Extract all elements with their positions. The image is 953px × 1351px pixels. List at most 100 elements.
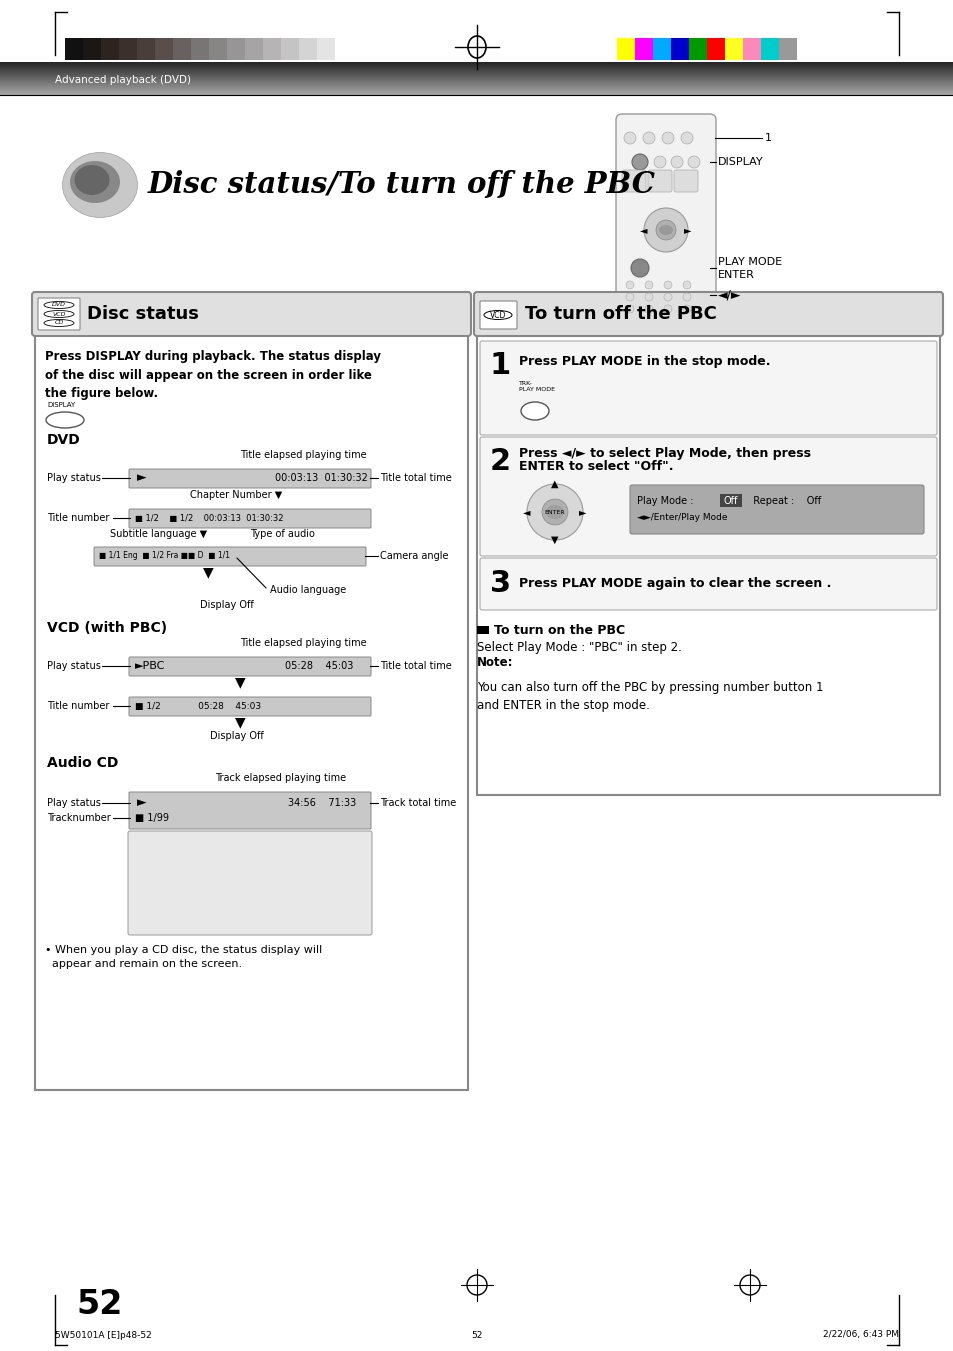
Text: ▼: ▼ (234, 676, 245, 689)
Ellipse shape (70, 161, 120, 203)
Bar (263, 38, 281, 59)
Text: ◄/►: ◄/► (718, 289, 740, 301)
Text: PLAY MODE: PLAY MODE (718, 257, 781, 267)
Circle shape (541, 499, 567, 526)
Bar (227, 38, 245, 59)
Text: Play status: Play status (47, 473, 101, 484)
Text: ■ 1/1 Eng  ■ 1/2 Fra ■■ D  ■ 1/1: ■ 1/1 Eng ■ 1/2 Fra ■■ D ■ 1/1 (99, 551, 230, 561)
Ellipse shape (63, 153, 137, 218)
Text: ►PBC: ►PBC (135, 661, 165, 671)
Bar (209, 38, 227, 59)
Bar (191, 38, 209, 59)
Text: Track elapsed playing time: Track elapsed playing time (214, 773, 346, 784)
Text: Audio CD: Audio CD (47, 757, 118, 770)
Text: 52: 52 (77, 1289, 123, 1321)
Bar (101, 38, 119, 59)
Text: To turn off the PBC: To turn off the PBC (524, 305, 716, 323)
Text: Subtitle language ▼: Subtitle language ▼ (110, 530, 207, 539)
FancyBboxPatch shape (128, 831, 372, 935)
Bar (688, 38, 706, 59)
Text: ▲: ▲ (551, 480, 558, 489)
Text: Title total time: Title total time (379, 473, 452, 484)
Text: ▼: ▼ (551, 535, 558, 544)
FancyBboxPatch shape (616, 113, 716, 322)
Bar (316, 38, 335, 59)
FancyBboxPatch shape (647, 170, 671, 192)
Bar (298, 38, 316, 59)
Circle shape (663, 281, 671, 289)
Text: ▼: ▼ (203, 565, 213, 580)
Text: VCD: VCD (489, 311, 506, 319)
Circle shape (682, 293, 690, 301)
Circle shape (625, 293, 634, 301)
Text: Play Mode :: Play Mode : (637, 496, 699, 507)
Text: DVD: DVD (52, 303, 66, 308)
Text: Audio language: Audio language (270, 585, 346, 594)
Text: Repeat :    Off: Repeat : Off (746, 496, 821, 507)
Circle shape (687, 155, 700, 168)
Bar (119, 38, 137, 59)
Circle shape (654, 155, 665, 168)
Text: Press PLAY MODE in the stop mode.: Press PLAY MODE in the stop mode. (518, 354, 770, 367)
FancyBboxPatch shape (129, 509, 371, 528)
Circle shape (625, 305, 634, 313)
Text: 05:28    45:03: 05:28 45:03 (285, 661, 353, 671)
Circle shape (631, 154, 647, 170)
Text: TRK-
PLAY MODE: TRK- PLAY MODE (518, 381, 555, 392)
Text: 5W50101A [E]p48-52: 5W50101A [E]p48-52 (55, 1331, 152, 1339)
Bar (652, 38, 670, 59)
Circle shape (644, 281, 652, 289)
Ellipse shape (46, 412, 84, 428)
Text: ◄►/Enter/Play Mode: ◄►/Enter/Play Mode (637, 513, 727, 523)
Text: Select Play Mode : "PBC" in step 2.: Select Play Mode : "PBC" in step 2. (476, 642, 681, 654)
Text: Camera angle: Camera angle (379, 551, 448, 561)
FancyBboxPatch shape (479, 301, 517, 330)
Text: ►: ► (683, 226, 691, 235)
Text: 1: 1 (490, 350, 511, 380)
Text: 34:56    71:33: 34:56 71:33 (288, 798, 355, 808)
Bar (760, 38, 779, 59)
Bar (281, 38, 298, 59)
FancyBboxPatch shape (479, 340, 936, 435)
Text: Disc status/To turn off the PBC: Disc status/To turn off the PBC (148, 170, 656, 200)
FancyBboxPatch shape (129, 697, 371, 716)
Text: Play status: Play status (47, 661, 101, 671)
Circle shape (526, 484, 582, 540)
Bar (742, 38, 760, 59)
Circle shape (642, 132, 655, 145)
FancyBboxPatch shape (479, 436, 936, 557)
Text: Display Off: Display Off (200, 600, 253, 611)
Text: CD: CD (54, 320, 64, 326)
Text: 52: 52 (471, 1331, 482, 1339)
Ellipse shape (659, 226, 672, 235)
Bar (635, 38, 652, 59)
Text: Title number: Title number (47, 513, 110, 523)
Text: Off: Off (723, 496, 738, 507)
Text: VCD: VCD (52, 312, 66, 316)
Text: Title elapsed playing time: Title elapsed playing time (240, 450, 366, 459)
Bar (617, 38, 635, 59)
Circle shape (663, 305, 671, 313)
Text: Display Off: Display Off (210, 731, 263, 740)
Text: ◄: ◄ (522, 507, 530, 517)
Bar (724, 38, 742, 59)
Text: DVD: DVD (47, 434, 81, 447)
Text: Track total time: Track total time (379, 798, 456, 808)
Text: 00:03:13  01:30:32: 00:03:13 01:30:32 (274, 473, 368, 484)
Bar (720, 494, 741, 507)
Circle shape (670, 155, 682, 168)
Circle shape (644, 293, 652, 301)
Bar (245, 38, 263, 59)
Bar (83, 38, 101, 59)
Bar (65, 38, 83, 59)
Text: Type of audio: Type of audio (250, 530, 314, 539)
Text: ◄: ◄ (639, 226, 647, 235)
Text: Title elapsed playing time: Title elapsed playing time (240, 638, 366, 648)
Bar (476, 332, 939, 794)
Bar (172, 38, 191, 59)
Text: ■ 1/2    ■ 1/2    00:03:13  01:30:32: ■ 1/2 ■ 1/2 00:03:13 01:30:32 (135, 513, 283, 523)
Text: • When you play a CD disc, the status display will
  appear and remain on the sc: • When you play a CD disc, the status di… (45, 944, 322, 969)
FancyBboxPatch shape (38, 299, 80, 330)
Text: Press PLAY MODE again to clear the screen .: Press PLAY MODE again to clear the scree… (518, 577, 830, 590)
Text: To turn on the PBC: To turn on the PBC (494, 624, 624, 636)
